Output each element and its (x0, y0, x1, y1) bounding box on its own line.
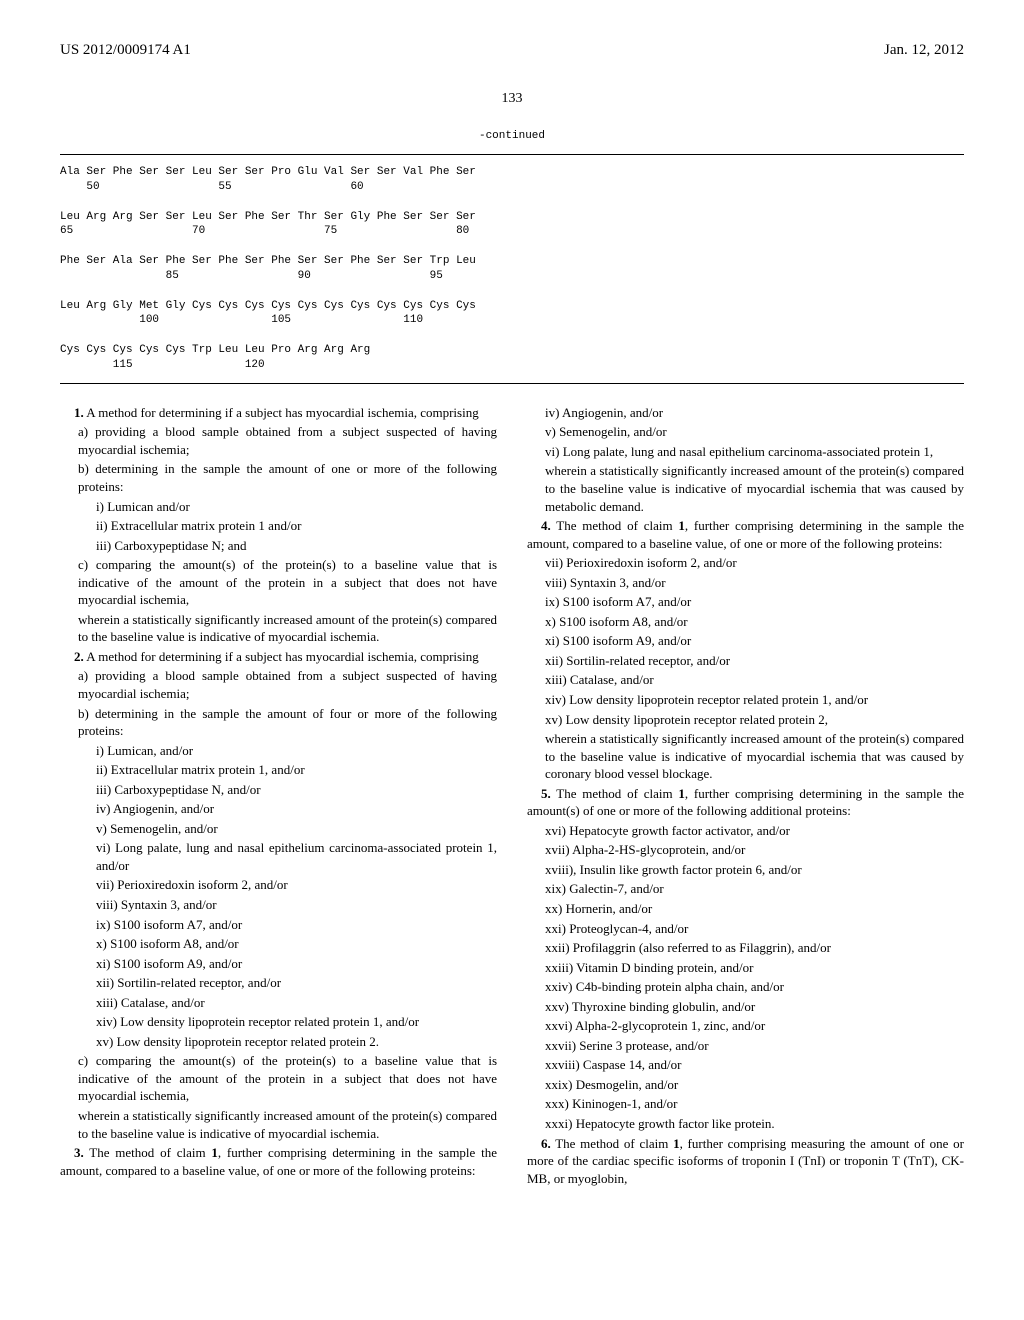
paragraph: viii) Syntaxin 3, and/or (527, 574, 964, 592)
paragraph: 4. The method of claim 1, further compri… (527, 517, 964, 552)
paragraph: xv) Low density lipoprotein receptor rel… (60, 1033, 497, 1051)
left-column: 1. A method for determining if a subject… (60, 404, 497, 1189)
paragraph: xvii) Alpha-2-HS-glycoprotein, and/or (527, 841, 964, 859)
continued-label: -continued (60, 129, 964, 144)
paragraph: xxvi) Alpha-2-glycoprotein 1, zinc, and/… (527, 1017, 964, 1035)
paragraph: 2. A method for determining if a subject… (60, 648, 497, 666)
pub-date: Jan. 12, 2012 (884, 40, 964, 60)
paragraph: xxiii) Vitamin D binding protein, and/or (527, 959, 964, 977)
page-number: 133 (60, 90, 964, 109)
paragraph: x) S100 isoform A8, and/or (527, 613, 964, 631)
paragraph: xii) Sortilin-related receptor, and/or (60, 974, 497, 992)
paragraph: xvi) Hepatocyte growth factor activator,… (527, 822, 964, 840)
paragraph: xxix) Desmogelin, and/or (527, 1076, 964, 1094)
paragraph: 6. The method of claim 1, further compri… (527, 1135, 964, 1188)
paragraph: iv) Angiogenin, and/or (60, 800, 497, 818)
paragraph: v) Semenogelin, and/or (60, 820, 497, 838)
page: US 2012/0009174 A1 Jan. 12, 2012 133 -co… (0, 0, 1024, 1229)
paragraph: c) comparing the amount(s) of the protei… (60, 1052, 497, 1105)
paragraph: xxiv) C4b-binding protein alpha chain, a… (527, 978, 964, 996)
paragraph: iv) Angiogenin, and/or (527, 404, 964, 422)
paragraph: i) Lumican and/or (60, 498, 497, 516)
paragraph: i) Lumican, and/or (60, 742, 497, 760)
paragraph: xiii) Catalase, and/or (60, 994, 497, 1012)
paragraph: vi) Long palate, lung and nasal epitheli… (60, 839, 497, 874)
paragraph: xii) Sortilin-related receptor, and/or (527, 652, 964, 670)
paragraph: xiv) Low density lipoprotein receptor re… (60, 1013, 497, 1031)
right-column: iv) Angiogenin, and/orv) Semenogelin, an… (527, 404, 964, 1189)
paragraph: xxi) Proteoglycan-4, and/or (527, 920, 964, 938)
paragraph: xxvii) Serine 3 protease, and/or (527, 1037, 964, 1055)
paragraph: 5. The method of claim 1, further compri… (527, 785, 964, 820)
paragraph: wherein a statistically significantly in… (60, 611, 497, 646)
paragraph: v) Semenogelin, and/or (527, 423, 964, 441)
paragraph: xiii) Catalase, and/or (527, 671, 964, 689)
paragraph: viii) Syntaxin 3, and/or (60, 896, 497, 914)
paragraph: vii) Perioxiredoxin isoform 2, and/or (60, 876, 497, 894)
paragraph: wherein a statistically significantly in… (527, 462, 964, 515)
paragraph: b) determining in the sample the amount … (60, 460, 497, 495)
paragraph: ii) Extracellular matrix protein 1 and/o… (60, 517, 497, 535)
paragraph: a) providing a blood sample obtained fro… (60, 667, 497, 702)
paragraph: xi) S100 isoform A9, and/or (60, 955, 497, 973)
paragraph: vii) Perioxiredoxin isoform 2, and/or (527, 554, 964, 572)
paragraph: xviii), Insulin like growth factor prote… (527, 861, 964, 879)
sequence-listing: Ala Ser Phe Ser Ser Leu Ser Ser Pro Glu … (60, 154, 964, 384)
paragraph: a) providing a blood sample obtained fro… (60, 423, 497, 458)
paragraph: xiv) Low density lipoprotein receptor re… (527, 691, 964, 709)
paragraph: wherein a statistically significantly in… (527, 730, 964, 783)
two-column-body: 1. A method for determining if a subject… (60, 404, 964, 1189)
paragraph: xv) Low density lipoprotein receptor rel… (527, 711, 964, 729)
paragraph: xxii) Profilaggrin (also referred to as … (527, 939, 964, 957)
paragraph: c) comparing the amount(s) of the protei… (60, 556, 497, 609)
paragraph: x) S100 isoform A8, and/or (60, 935, 497, 953)
paragraph: xxviii) Caspase 14, and/or (527, 1056, 964, 1074)
paragraph: xi) S100 isoform A9, and/or (527, 632, 964, 650)
paragraph: wherein a statistically significantly in… (60, 1107, 497, 1142)
paragraph: ix) S100 isoform A7, and/or (527, 593, 964, 611)
paragraph: xxv) Thyroxine binding globulin, and/or (527, 998, 964, 1016)
pub-number: US 2012/0009174 A1 (60, 40, 191, 60)
paragraph: 1. A method for determining if a subject… (60, 404, 497, 422)
paragraph: iii) Carboxypeptidase N, and/or (60, 781, 497, 799)
page-header: US 2012/0009174 A1 Jan. 12, 2012 (60, 40, 964, 60)
paragraph: 3. The method of claim 1, further compri… (60, 1144, 497, 1179)
paragraph: xxxi) Hepatocyte growth factor like prot… (527, 1115, 964, 1133)
paragraph: ix) S100 isoform A7, and/or (60, 916, 497, 934)
paragraph: b) determining in the sample the amount … (60, 705, 497, 740)
paragraph: ii) Extracellular matrix protein 1, and/… (60, 761, 497, 779)
paragraph: iii) Carboxypeptidase N; and (60, 537, 497, 555)
paragraph: vi) Long palate, lung and nasal epitheli… (527, 443, 964, 461)
paragraph: xix) Galectin-7, and/or (527, 880, 964, 898)
paragraph: xx) Hornerin, and/or (527, 900, 964, 918)
paragraph: xxx) Kininogen-1, and/or (527, 1095, 964, 1113)
